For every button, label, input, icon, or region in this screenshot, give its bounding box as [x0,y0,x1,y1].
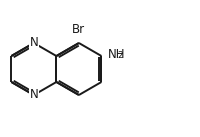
Text: 2: 2 [117,52,123,61]
Text: N: N [29,89,38,102]
Text: N: N [29,36,38,49]
Text: Br: Br [72,23,85,36]
Text: NH: NH [107,48,125,61]
